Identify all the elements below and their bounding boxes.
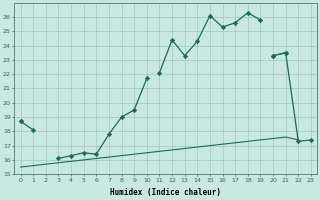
X-axis label: Humidex (Indice chaleur): Humidex (Indice chaleur) [110, 188, 221, 197]
